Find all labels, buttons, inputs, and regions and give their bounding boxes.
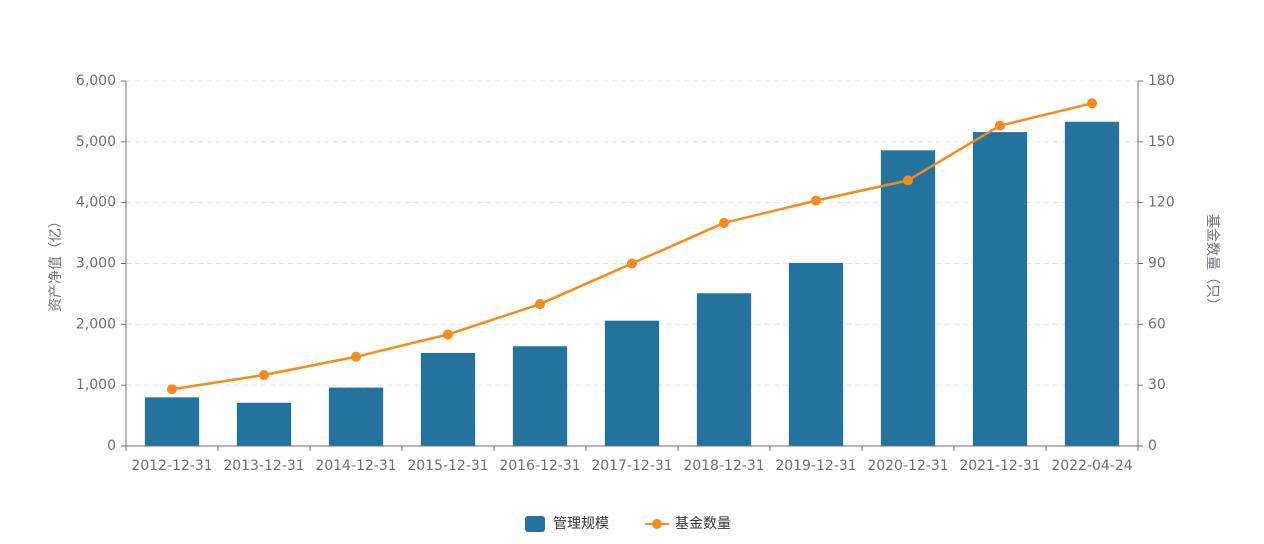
bar[interactable] xyxy=(604,320,660,446)
y-left-tick-label: 1,000 xyxy=(76,377,116,393)
y-left-tick-label: 6,000 xyxy=(76,73,116,89)
line-point[interactable] xyxy=(903,175,913,186)
axis-labels: 0 0 1,000 30 2,000 60 3,000 90 4,000 120 5,000 150 6… xyxy=(76,73,1175,474)
line-point[interactable] xyxy=(351,351,361,362)
bar[interactable] xyxy=(972,132,1028,446)
x-tick-label: 2020-12-31 xyxy=(867,458,948,474)
x-tick-label: 2016-12-31 xyxy=(499,458,580,474)
bar[interactable] xyxy=(420,352,476,446)
legend[interactable]: 管理规模 基金数量 xyxy=(525,515,731,532)
x-tick-label: 2017-12-31 xyxy=(591,458,672,474)
bar[interactable] xyxy=(236,402,292,446)
y-right-axis-title: 基金数量（只） xyxy=(1204,214,1221,312)
y-right-tick-label: 60 xyxy=(1148,316,1166,332)
line-point[interactable] xyxy=(811,195,821,206)
y-right-tick-label: 120 xyxy=(1148,195,1175,211)
y-left-tick-label: 2,000 xyxy=(76,316,116,332)
x-tick-label: 2012-12-31 xyxy=(131,458,212,474)
x-tick-label: 2015-12-31 xyxy=(407,458,488,474)
legend-item-bar[interactable]: 管理规模 xyxy=(525,516,609,532)
legend-bar-swatch xyxy=(525,516,545,532)
line-point[interactable] xyxy=(995,120,1005,131)
legend-item-line[interactable]: 基金数量 xyxy=(645,515,731,532)
legend-line-marker xyxy=(652,519,662,529)
y-right-tick-label: 0 xyxy=(1148,438,1157,454)
line-series xyxy=(167,98,1097,395)
bar[interactable] xyxy=(1064,121,1120,446)
bar[interactable] xyxy=(696,293,752,446)
line-point[interactable] xyxy=(1087,98,1097,109)
bar[interactable] xyxy=(144,397,200,446)
y-left-tick-label: 3,000 xyxy=(76,256,116,272)
x-tick-label: 2019-12-31 xyxy=(775,458,856,474)
y-left-tick-label: 5,000 xyxy=(76,134,116,150)
x-tick-label: 2014-12-31 xyxy=(315,458,396,474)
y-right-tick-label: 30 xyxy=(1148,377,1166,393)
bar-series xyxy=(144,121,1120,446)
line-point[interactable] xyxy=(627,258,637,269)
y-right-tick-label: 90 xyxy=(1148,256,1166,272)
legend-line-label: 基金数量 xyxy=(675,515,731,532)
legend-bar-label: 管理规模 xyxy=(553,516,609,532)
bar[interactable] xyxy=(512,346,568,446)
line-point[interactable] xyxy=(535,299,545,310)
y-right-tick-label: 150 xyxy=(1148,134,1175,150)
axes xyxy=(121,80,1143,451)
line-point[interactable] xyxy=(719,217,729,228)
bar[interactable] xyxy=(880,150,936,446)
line-point[interactable] xyxy=(167,384,177,395)
x-tick-label: 2021-12-31 xyxy=(959,458,1040,474)
bar[interactable] xyxy=(788,262,844,446)
line-point[interactable] xyxy=(443,329,453,340)
x-tick-label: 2018-12-31 xyxy=(683,458,764,474)
y-left-tick-label: 4,000 xyxy=(76,195,116,211)
y-left-tick-label: 0 xyxy=(107,438,116,454)
y-left-axis-title: 资产净值（亿） xyxy=(48,214,64,312)
y-right-tick-label: 180 xyxy=(1148,73,1175,89)
x-tick-label: 2013-12-31 xyxy=(223,458,304,474)
line-point[interactable] xyxy=(259,370,269,381)
x-tick-label: 2022-04-24 xyxy=(1051,458,1132,474)
bar[interactable] xyxy=(328,387,384,446)
